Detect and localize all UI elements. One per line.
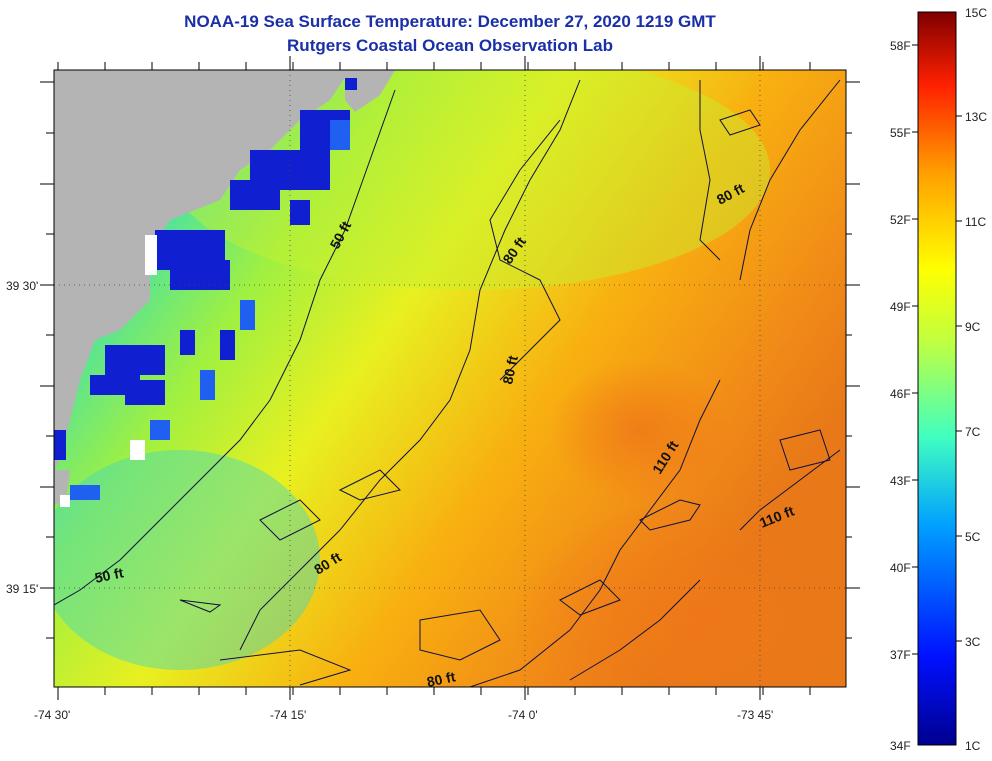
map-subtitle: Rutgers Coastal Ocean Observation Lab xyxy=(287,36,613,55)
colorbar-f-34: 34F xyxy=(890,739,911,753)
colorbar-f-58: 58F xyxy=(890,39,911,53)
colorbar-c-5: 5C xyxy=(965,530,981,544)
colorbar-c-11: 11C xyxy=(965,215,986,229)
contour-label-50ft-south: 50 ft xyxy=(93,564,125,586)
colorbar-f-46: 46F xyxy=(890,387,911,401)
colorbar-f-52: 52F xyxy=(890,213,911,227)
temperature-colorbar: 58F 55F 52F 49F 46F 43F 40F 37F 34F 15C … xyxy=(890,6,987,753)
colorbar-c-1: 1C xyxy=(965,739,981,753)
map-title: NOAA-19 Sea Surface Temperature: Decembe… xyxy=(184,12,716,31)
colorbar-c-15: 15C xyxy=(965,6,987,20)
colorbar-f-37: 37F xyxy=(890,648,911,662)
colorbar-c-9: 9C xyxy=(965,320,981,334)
lon-label-73-45: -73 45' xyxy=(737,708,773,722)
colorbar-f-40: 40F xyxy=(890,561,911,575)
colorbar-c-7: 7C xyxy=(965,425,981,439)
contour-label-80ft-e: 80 ft xyxy=(425,668,457,690)
map-frame xyxy=(53,69,847,688)
lat-label-39-15: 39 15' xyxy=(6,582,38,596)
lon-label-74-0: -74 0' xyxy=(508,708,538,722)
bathymetry-contours xyxy=(54,79,841,687)
lon-label-74-30: -74 30' xyxy=(34,708,70,722)
lon-label-74-15: -74 15' xyxy=(270,708,306,722)
colorbar-f-49: 49F xyxy=(890,300,911,314)
contour-label-80ft-b: 80 ft xyxy=(499,354,521,386)
lat-label-39-30: 39 30' xyxy=(6,279,38,293)
colorbar-c-13: 13C xyxy=(965,110,987,124)
land-area xyxy=(54,70,350,470)
colorbar-f-43: 43F xyxy=(890,474,911,488)
colorbar-f-55: 55F xyxy=(890,126,911,140)
colorbar-c-3: 3C xyxy=(965,635,981,649)
